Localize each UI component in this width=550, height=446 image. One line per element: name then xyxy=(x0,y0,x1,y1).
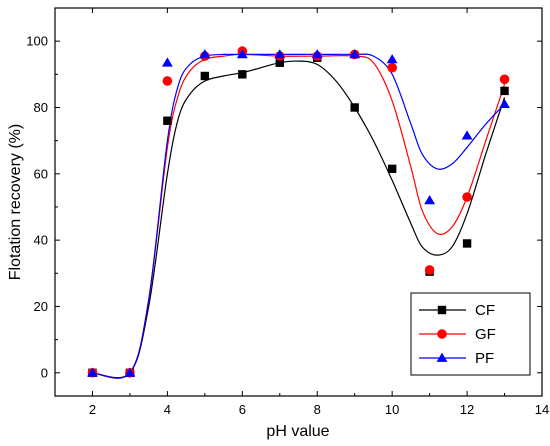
y-tick-label: 100 xyxy=(26,34,48,49)
legend: CF GF PF xyxy=(410,292,531,376)
data-markers xyxy=(87,46,510,378)
y-tick-label: 60 xyxy=(34,166,48,181)
x-tick-label: 8 xyxy=(314,402,321,417)
plot-frame xyxy=(54,7,543,397)
x-tick-label: 6 xyxy=(239,402,246,417)
data-point-cf xyxy=(200,71,210,81)
data-point-pf xyxy=(161,57,173,67)
fit-line-cf xyxy=(92,60,506,379)
legend-marker-cf xyxy=(437,305,447,315)
data-point-pf xyxy=(499,98,510,109)
fit-lines xyxy=(92,53,506,379)
data-point-pf xyxy=(461,130,473,140)
data-point-pf xyxy=(386,54,398,64)
x-tick-label: 12 xyxy=(460,402,474,417)
data-point-gf xyxy=(387,62,397,73)
legend-marker-pf xyxy=(436,352,448,362)
data-point-pf xyxy=(236,49,248,59)
data-point-cf xyxy=(238,70,247,79)
data-point-pf xyxy=(87,367,98,377)
data-point-gf xyxy=(424,265,435,275)
data-point-pf xyxy=(274,49,286,59)
data-point-pf xyxy=(199,49,211,59)
y-tick-label: 0 xyxy=(41,365,48,380)
x-tick-label: 10 xyxy=(385,402,399,417)
x-tick-label: 14 xyxy=(535,402,549,417)
legend-marker-gf xyxy=(437,329,447,339)
y-tick-label: 20 xyxy=(34,299,48,314)
data-point-pf xyxy=(124,367,136,377)
data-point-cf xyxy=(462,239,472,248)
data-point-pf xyxy=(311,49,323,59)
x-tick-label: 2 xyxy=(89,402,96,417)
data-point-cf xyxy=(163,116,172,125)
axis-ticks: 2 4 6 8 10 12 14 0 20 40 60 80 100 xyxy=(26,8,549,417)
legend-label-cf: CF xyxy=(475,302,495,319)
y-axis-title: Flotation recovery (%) xyxy=(7,124,24,281)
data-point-cf xyxy=(350,103,359,112)
data-point-cf xyxy=(500,86,509,96)
data-point-gf xyxy=(162,76,173,86)
legend-label-gf: GF xyxy=(475,326,496,343)
fit-line-pf xyxy=(92,53,505,379)
y-tick-label: 80 xyxy=(34,100,48,115)
data-point-cf xyxy=(387,164,397,174)
x-axis-title: pH value xyxy=(266,423,329,440)
data-point-cf xyxy=(275,58,284,67)
y-tick-label: 40 xyxy=(34,233,48,248)
data-point-pf xyxy=(349,49,361,59)
legend-label-pf: PF xyxy=(475,350,494,367)
data-point-gf xyxy=(462,192,472,202)
data-point-gf xyxy=(499,74,510,85)
data-point-pf xyxy=(424,195,436,205)
fit-line-gf xyxy=(92,53,506,379)
x-tick-label: 4 xyxy=(164,402,171,417)
